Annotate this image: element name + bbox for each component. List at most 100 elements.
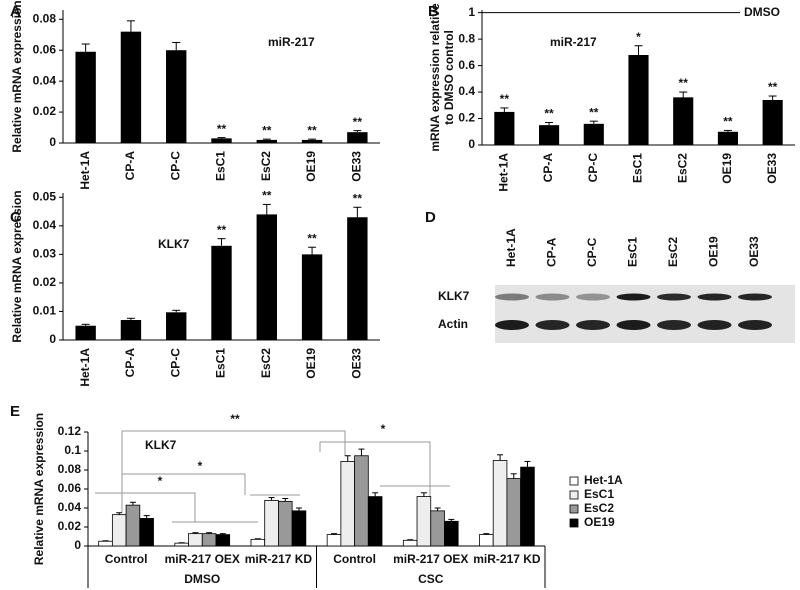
- bar: [628, 55, 649, 145]
- x-tick-label: EsC2: [675, 153, 689, 183]
- bar: [717, 131, 738, 145]
- x-tick-label: miR-217 OEX: [165, 552, 240, 566]
- bar: [354, 455, 369, 547]
- y-tick-label: 0.04: [33, 218, 57, 232]
- x-tick-label: EsC2: [259, 348, 273, 378]
- x-tick-label: CP-C: [168, 151, 182, 181]
- bar: [347, 217, 368, 340]
- x-tick-label: EsC1: [631, 153, 645, 183]
- annotation: KLK7: [158, 237, 190, 251]
- bar: [326, 534, 342, 547]
- x-tick-label: EsC1: [214, 348, 228, 378]
- significance: *: [381, 422, 386, 436]
- row-label: Actin: [438, 317, 468, 331]
- bar: [340, 461, 355, 547]
- significance: **: [307, 231, 317, 245]
- bar: [174, 542, 189, 547]
- bar: [120, 31, 142, 144]
- legend-swatch: [569, 476, 579, 486]
- y-axis-label: Relative mRNA expression: [10, 0, 24, 152]
- y-tick-label: 0.12: [58, 424, 82, 438]
- bar: [301, 254, 323, 340]
- bar: [211, 138, 232, 143]
- band: [738, 320, 772, 330]
- y-tick-label: 0.03: [33, 247, 57, 261]
- y-axis-label: Relative mRNA expression: [10, 190, 24, 342]
- band: [657, 320, 691, 330]
- group-label: DMSO: [184, 572, 220, 586]
- x-tick-label: OE19: [720, 153, 734, 184]
- x-tick-label: CP-A: [541, 153, 555, 183]
- band: [576, 293, 610, 301]
- y-tick-label: 0: [49, 135, 56, 149]
- band: [738, 293, 772, 301]
- x-tick-label: miR-217 OEX: [393, 552, 468, 566]
- y-tick-label: 0.6: [458, 58, 475, 72]
- band: [616, 320, 651, 330]
- y-tick-label: 0.04: [58, 500, 82, 514]
- bar: [291, 510, 307, 547]
- band: [535, 293, 570, 301]
- row-label: KLK7: [438, 289, 470, 303]
- x-tick-label: EsC1: [214, 151, 228, 181]
- significance: **: [679, 76, 689, 90]
- y-tick-label: 0.08: [58, 462, 82, 476]
- bar: [75, 51, 96, 143]
- bar: [166, 50, 187, 143]
- bar: [444, 520, 459, 547]
- bar: [166, 312, 187, 340]
- significance: **: [353, 191, 363, 205]
- significance: **: [589, 105, 599, 119]
- band: [576, 320, 610, 330]
- x-tick-label: OE33: [765, 153, 779, 184]
- significance: **: [500, 92, 510, 106]
- x-tick-label: CP-A: [123, 151, 137, 181]
- lane-label: EsC2: [666, 237, 680, 267]
- significance: *: [198, 459, 203, 473]
- y-tick-label: 0.02: [33, 104, 57, 118]
- y-tick-label: 0.1: [64, 443, 81, 457]
- x-tick-label: CP-C: [586, 153, 600, 183]
- significance: **: [307, 123, 317, 137]
- significance: **: [768, 80, 778, 94]
- bracket: [95, 492, 196, 522]
- legend-label: EsC2: [584, 501, 614, 515]
- x-tick-label: EsC2: [259, 151, 273, 181]
- bar: [583, 123, 604, 145]
- significance: **: [217, 122, 227, 136]
- band: [535, 320, 570, 330]
- annotation: miR-217: [268, 35, 315, 49]
- y-tick-label: 0.06: [58, 481, 82, 495]
- x-tick-label: Control: [105, 552, 148, 566]
- lane-label: CP-A: [545, 237, 559, 267]
- bar: [98, 540, 113, 547]
- lane-label: EsC1: [626, 237, 640, 267]
- y-tick-label: 0.08: [33, 11, 57, 25]
- x-tick-label: CP-C: [168, 348, 182, 378]
- panel-label: B: [428, 3, 439, 20]
- bar: [139, 518, 154, 547]
- significance: **: [262, 123, 272, 137]
- bar: [256, 214, 277, 340]
- x-tick-label: Control: [333, 552, 376, 566]
- bar: [673, 97, 694, 145]
- x-tick-label: OE19: [304, 151, 318, 182]
- bar: [125, 504, 141, 547]
- bar: [367, 496, 383, 547]
- x-tick-label: Het-1A: [497, 153, 511, 192]
- significance: **: [217, 223, 227, 237]
- significance: **: [230, 412, 240, 426]
- bar: [120, 320, 142, 340]
- y-tick-label: 0.01: [33, 304, 57, 318]
- x-tick-label: OE33: [350, 348, 364, 379]
- significance: **: [353, 115, 363, 129]
- y-axis-label: to DMSO control: [442, 30, 456, 125]
- x-tick-label: OE19: [304, 348, 318, 379]
- bar: [111, 514, 127, 547]
- bar: [520, 466, 535, 547]
- x-tick-label: CP-A: [123, 348, 137, 378]
- bar: [416, 496, 432, 547]
- significance: **: [723, 115, 733, 129]
